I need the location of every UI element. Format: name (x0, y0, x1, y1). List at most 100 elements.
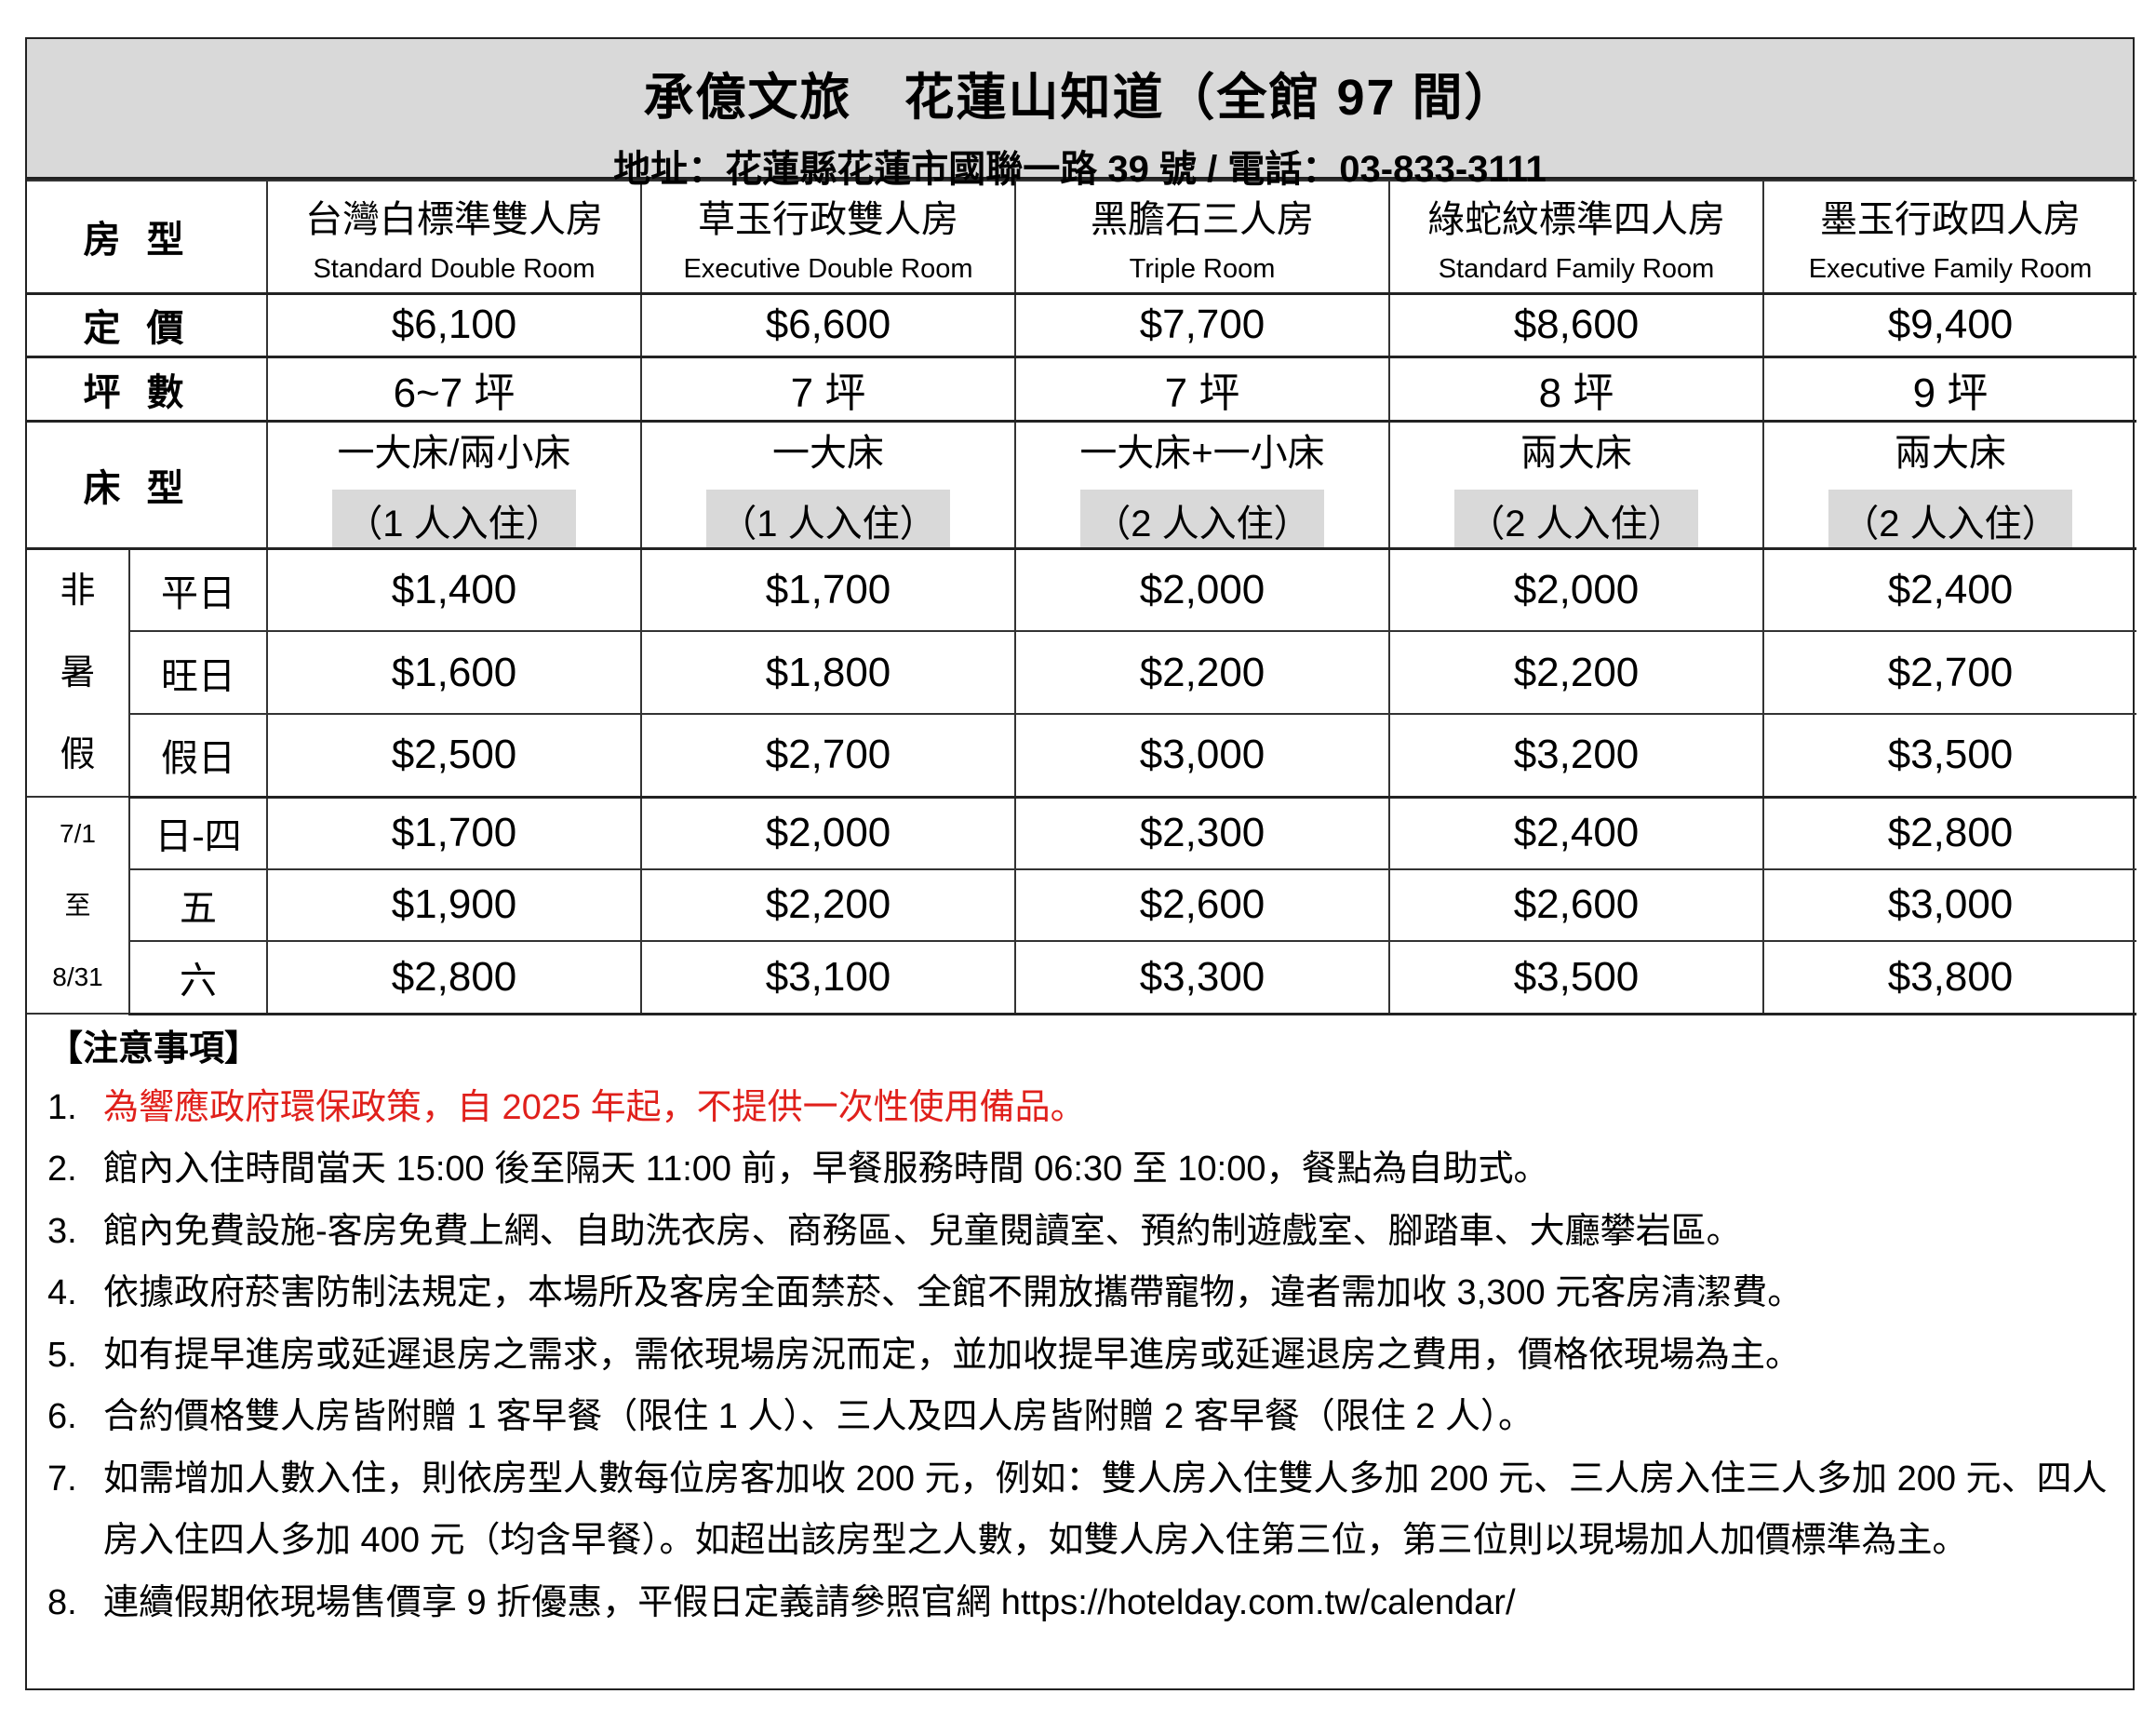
note-number: 1. (47, 1087, 77, 1127)
note-item: 3. 館內免費設施-客房免費上網、自助洗衣房、商務區、兒童閱讀室、預約制遊戲室、腳… (47, 1201, 2112, 1263)
day-type: 五 (180, 888, 217, 930)
season-label-cell: 7/1 至 8/31 (27, 796, 130, 1015)
room-name-zh: 墨玉行政四人房 (1820, 198, 2081, 240)
note-item: 6. 合約價格雙人房皆附贈 1 客早餐（限住 1 人）、三人及四人房皆附贈 2 客… (47, 1386, 2112, 1448)
day-type: 日-四 (154, 816, 242, 858)
note-item: 5. 如有提早進房或延遲退房之需求，需依現場房況而定，並加收提早進房或延遲退房之費… (47, 1324, 2112, 1387)
day-type: 平日 (161, 572, 235, 614)
list-price: $6,600 (765, 302, 891, 347)
day-type: 六 (180, 960, 217, 1002)
day-type: 假日 (161, 738, 235, 780)
season-label: 暑 (60, 652, 96, 692)
rate-value: $2,600 (1513, 881, 1640, 928)
room-header: 綠蛇紋標準四人房 Standard Family Room (1388, 180, 1764, 295)
season-rate-row: 六 $2,800 $3,100 $3,300 $3,500 $3,800 (27, 940, 2136, 1015)
rate-value: $2,800 (1887, 810, 2014, 856)
rate-value: $2,000 (765, 810, 891, 856)
room-header: 墨玉行政四人房 Executive Family Room (1762, 180, 2136, 295)
label-bed-type: 床型 (83, 467, 210, 509)
note-number: 7. (47, 1459, 77, 1499)
note-number: 8. (47, 1582, 77, 1622)
note-number: 4. (47, 1273, 77, 1312)
rate-value: $3,000 (1887, 881, 2014, 928)
rate-value: $2,600 (1139, 881, 1265, 928)
room-name-en: Executive Family Room (1808, 253, 2093, 284)
list-price: $9,400 (1887, 302, 2014, 347)
room-name-zh: 黑膽石三人房 (1091, 198, 1314, 240)
room-type-row: 房型 台灣白標準雙人房 Standard Double Room 草玉行政雙人房 Exe… (27, 180, 2136, 295)
season-rate-row: 非暑假平日 $1,400 $1,700 $2,000 $2,000 $2,400 (27, 547, 2136, 798)
season-label: 假 (60, 734, 96, 774)
bed-config: 一大床/兩小床 (337, 432, 571, 474)
season-rate-row: 假日 $2,500 $2,700 $3,000 $3,200 $3,500 (27, 713, 2136, 799)
note-text: 為響應政府環保政策，自 2025 年起，不提供一次性使用備品。 (103, 1087, 1086, 1127)
bed-config: 一大床 (772, 432, 884, 474)
rate-value: $2,700 (765, 732, 891, 778)
size-row: 坪數 6~7 坪 7 坪 7 坪 8 坪 9 坪 (27, 356, 2136, 423)
hotel-address: 地址：花蓮縣花蓮市國聯一路 39 號 / 電話：03-833-3111 (613, 149, 1547, 190)
season-label: 非 (60, 571, 96, 611)
room-name-en: Standard Family Room (1438, 253, 1715, 284)
day-type: 旺日 (161, 655, 235, 697)
rate-sheet: 承億文旅 花蓮山知道（全館 97 間） 地址：花蓮縣花蓮市國聯一路 39 號 /… (25, 37, 2136, 1690)
season-rate-row: 旺日 $1,600 $1,800 $2,200 $2,200 $2,700 (27, 630, 2136, 715)
note-number: 3. (47, 1211, 77, 1251)
room-size: 7 坪 (1164, 370, 1240, 416)
note-item: 8. 連續假期依現場售價享 9 折優惠，平假日定義請參照官網 https://ho… (47, 1572, 2112, 1634)
note-item: 2. 館內入住時間當天 15:00 後至隔天 11:00 前，早餐服務時間 06:… (47, 1138, 2112, 1201)
rate-value: $1,900 (391, 881, 517, 928)
bed-config: 兩大床 (1895, 432, 2006, 474)
rate-value: $2,200 (1513, 649, 1640, 695)
note-text: 如需增加人數入住，則依房型人數每位房客加收 200 元，例如：雙人房入住雙人多加… (103, 1459, 2108, 1561)
list-price: $8,600 (1513, 302, 1640, 347)
note-text: 館內入住時間當天 15:00 後至隔天 11:00 前，早餐服務時間 06:30… (103, 1150, 1549, 1189)
room-name-zh: 台灣白標準雙人房 (305, 198, 603, 240)
rate-value: $2,300 (1139, 810, 1265, 856)
room-name-zh: 草玉行政雙人房 (698, 198, 958, 240)
note-number: 2. (47, 1150, 77, 1189)
occupancy-badge: （2 人入住） (1454, 489, 1698, 547)
room-size: 9 坪 (1912, 370, 1989, 416)
hotel-title: 承億文旅 花蓮山知道（全館 97 間） (643, 70, 1517, 126)
rate-value: $2,500 (391, 732, 517, 778)
occupancy-badge: （2 人入住） (1080, 489, 1324, 547)
rate-value: $3,100 (765, 953, 891, 1000)
rate-table: 房型 台灣白標準雙人房 Standard Double Room 草玉行政雙人房 Exe… (27, 180, 2136, 1015)
notes-section: 【注意事項】 1. 為響應政府環保政策，自 2025 年起，不提供一次性使用備品。… (27, 1015, 2133, 1634)
rate-value: $3,500 (1513, 953, 1640, 1000)
label-room-type: 房型 (83, 220, 210, 262)
season-label-cell: 非暑假 (27, 547, 130, 798)
note-text: 依據政府菸害防制法規定，本場所及客房全面禁菸、全館不開放攜帶寵物，違者需加收 3… (103, 1273, 1803, 1312)
note-number: 5. (47, 1335, 77, 1375)
note-text: 連續假期依現場售價享 9 折優惠，平假日定義請參照官網 https://hote… (103, 1582, 1516, 1622)
occupancy-badge: （1 人入住） (706, 489, 950, 547)
season-label: 至 (64, 891, 91, 920)
rate-value: $1,700 (765, 566, 891, 612)
rate-value: $1,700 (391, 810, 517, 856)
room-name-zh: 綠蛇紋標準四人房 (1427, 198, 1725, 240)
bed-config: 兩大床 (1520, 432, 1632, 474)
rate-value: $1,600 (391, 649, 517, 695)
occupancy-badge: （1 人入住） (332, 489, 576, 547)
note-text: 館內免費設施-客房免費上網、自助洗衣房、商務區、兒童閱讀室、預約制遊戲室、腳踏車… (103, 1211, 1742, 1251)
list-price-row: 定價 $6,100 $6,600 $7,700 $8,600 $9,400 (27, 292, 2136, 358)
rate-value: $1,400 (391, 566, 517, 612)
rate-value: $3,300 (1139, 953, 1265, 1000)
room-name-en: Executive Double Room (683, 253, 973, 284)
rate-value: $2,200 (1139, 649, 1265, 695)
notes-heading: 【注意事項】 (47, 1029, 261, 1069)
rate-value: $2,700 (1887, 649, 2014, 695)
room-name-en: Triple Room (1129, 253, 1276, 284)
list-price: $7,700 (1139, 302, 1265, 347)
rate-value: $2,400 (1887, 566, 2014, 612)
rate-value: $3,800 (1887, 953, 2014, 1000)
rate-value: $3,200 (1513, 732, 1640, 778)
note-text: 合約價格雙人房皆附贈 1 客早餐（限住 1 人）、三人及四人房皆附贈 2 客早餐… (103, 1397, 1533, 1436)
room-name-en: Standard Double Room (313, 253, 596, 284)
rate-value: $2,000 (1513, 566, 1640, 612)
room-header: 黑膽石三人房 Triple Room (1014, 180, 1390, 295)
bed-config: 一大床+一小床 (1079, 432, 1325, 474)
room-header: 草玉行政雙人房 Executive Double Room (640, 180, 1016, 295)
note-item: 7. 如需增加人數入住，則依房型人數每位房客加收 200 元，例如：雙人房入住雙人… (47, 1448, 2112, 1572)
rate-value: $3,000 (1139, 732, 1265, 778)
